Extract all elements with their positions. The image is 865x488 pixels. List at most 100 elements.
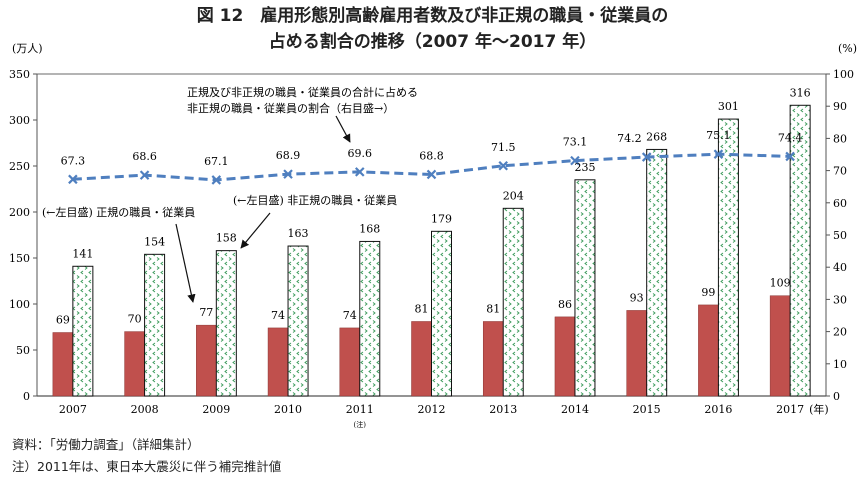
bar-regular <box>482 321 504 397</box>
ratio-label: 74.2 <box>617 132 642 145</box>
x-tick-label: 2010 <box>274 403 302 416</box>
ratio-marker <box>139 170 150 180</box>
x-tick-label: 2015 <box>633 403 661 416</box>
ratio-marker <box>498 160 509 171</box>
regular-annotation-arrow <box>175 223 196 303</box>
bar-regular <box>52 332 74 397</box>
ratio-label: 75.1 <box>706 129 731 142</box>
x-tick-label: 2008 <box>131 403 159 416</box>
non-regular-annotation-arrow <box>240 212 271 249</box>
left-axis-label: (万人) <box>12 42 43 55</box>
bar-non-regular-label: 154 <box>144 235 165 248</box>
chart-title-line1: 図 12 雇用形態別高齢雇用者数及び非正規の職員・従業員の <box>196 6 669 26</box>
ratio-label: 68.8 <box>419 149 444 162</box>
x-tick-label: 2013 <box>489 403 517 416</box>
bar-regular-label: 99 <box>701 286 715 299</box>
x-tick-note: (注) <box>354 420 367 429</box>
bar-non-regular <box>359 240 381 397</box>
ratio-marker <box>283 169 293 179</box>
ratio-marker <box>641 152 652 162</box>
left-tick-label: 300 <box>9 114 30 127</box>
bar-non-regular-label: 141 <box>72 247 93 260</box>
bar-non-regular <box>646 148 668 397</box>
bar-regular-label: 93 <box>630 291 644 304</box>
bar-non-regular <box>789 104 811 397</box>
regular-annotation: (←左目盛) 正規の職員・従業員 <box>42 205 195 219</box>
bar-non-regular-label: 179 <box>431 212 452 225</box>
chart: 0 50 100 150 200 250 300 350 0 10 20 30 40 50 60 70 80 90… <box>9 42 857 429</box>
x-unit-label: (年) <box>809 402 829 416</box>
ratio-line <box>72 152 791 182</box>
left-tick-label: 350 <box>9 68 30 81</box>
left-tick-label: 100 <box>9 298 30 311</box>
right-tick-label: 40 <box>833 261 847 274</box>
bar-regular-label: 86 <box>558 298 572 311</box>
bar-regular <box>124 331 145 397</box>
right-tick-label: 80 <box>833 132 847 145</box>
ratio-label: 74.4 <box>778 131 803 144</box>
left-tick-label: 50 <box>16 344 30 357</box>
x-tick-label: 2017 <box>776 403 804 416</box>
bar-regular-label: 74 <box>271 309 285 322</box>
x-tick-label: 2011 <box>346 403 374 416</box>
bar-non-regular-label: 158 <box>216 232 237 245</box>
bar-non-regular-label: 301 <box>718 100 739 113</box>
right-axis-label: (%) <box>838 42 857 55</box>
bar-non-regular <box>72 265 94 397</box>
bar-regular-label: 81 <box>415 302 429 315</box>
bar-non-regular-label: 168 <box>359 222 380 235</box>
chart-title-line2: 占める割合の推移（2007 年～2017 年） <box>268 32 597 52</box>
bar-non-regular <box>287 245 309 397</box>
bar-regular-label: 74 <box>343 309 357 322</box>
bar-regular <box>339 327 361 397</box>
x-tick-label: 2009 <box>202 403 230 416</box>
bar-non-regular-label: 316 <box>790 86 811 99</box>
ratio-label: 69.6 <box>348 147 373 160</box>
right-tick-label: 30 <box>833 293 847 306</box>
bar-regular <box>267 327 289 397</box>
ratio-marker <box>68 174 78 185</box>
right-tick-label: 0 <box>833 390 840 403</box>
ratio-label: 68.6 <box>132 150 157 163</box>
bar-non-regular <box>215 250 237 397</box>
bar-non-regular-label: 268 <box>646 130 667 143</box>
bar-non-regular <box>717 118 739 397</box>
ratio-label: 67.1 <box>204 155 229 168</box>
bar-non-regular <box>574 179 596 397</box>
x-tick-label: 2007 <box>59 403 87 416</box>
ratio-marker <box>570 155 580 166</box>
ratio-marker <box>211 175 222 185</box>
right-tick-label: 90 <box>833 100 847 113</box>
left-tick-label: 0 <box>23 390 30 403</box>
ratio-label: 68.9 <box>276 149 301 162</box>
x-tick-label: 2014 <box>561 403 589 416</box>
left-tick-label: 250 <box>9 160 30 173</box>
ratio-marker <box>785 151 795 162</box>
bar-non-regular <box>502 207 524 397</box>
ratio-marker <box>426 169 437 180</box>
ratio-label: 71.5 <box>491 141 516 154</box>
bar-regular-label: 109 <box>770 277 791 290</box>
right-tick-label: 100 <box>833 68 854 81</box>
ratio-annotation-arrow <box>335 115 351 143</box>
bar-non-regular-label: 204 <box>503 189 524 202</box>
bar-non-regular-label: 163 <box>288 227 309 240</box>
footnote: 注）2011年は、東日本大震災に伴う補完推計値 <box>12 459 282 474</box>
bar-regular <box>196 324 217 397</box>
bar-regular <box>626 310 647 397</box>
bar-non-regular <box>431 230 452 397</box>
x-tick-label: 2016 <box>704 403 732 416</box>
ratio-annotation-line2: 非正規の職員・従業員の割合（右目盛→） <box>187 101 394 115</box>
right-tick-label: 70 <box>833 165 847 178</box>
bar-regular-label: 69 <box>56 314 70 327</box>
non-regular-annotation: (←左目盛) 非正規の職員・従業員 <box>233 193 397 207</box>
bar-regular <box>411 321 432 397</box>
source-note: 資料：｢労働力調査｣（詳細集計） <box>12 437 200 452</box>
bar-regular <box>554 316 576 397</box>
left-tick-label: 150 <box>9 252 30 265</box>
x-tick-label: 2012 <box>418 403 446 416</box>
right-tick-label: 60 <box>833 197 847 210</box>
right-tick-label: 20 <box>833 326 847 339</box>
bar-regular-label: 70 <box>128 313 142 326</box>
bar-non-regular <box>144 253 166 397</box>
